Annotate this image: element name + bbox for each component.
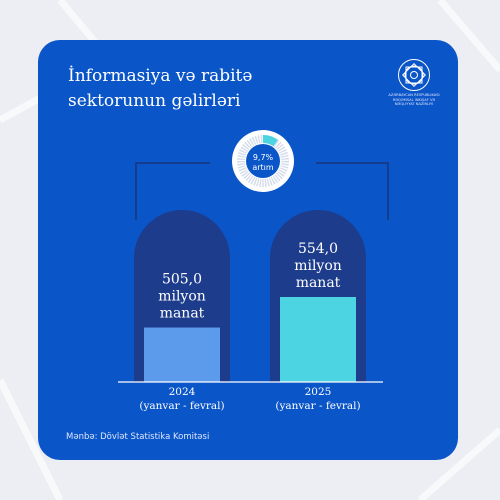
bar-2: [280, 297, 356, 382]
category-label-1-line-2: (yanvar - fevral): [139, 400, 224, 412]
growth-percent-label: 9,7%: [253, 153, 274, 162]
growth-connector-lines: [135, 162, 389, 220]
logo-text-line-3: Nəqliyyat Nazirliyi: [394, 102, 434, 106]
growth-ring-center: [246, 144, 280, 178]
category-label-2-line-1: 2025: [305, 386, 332, 398]
category-label-2-line-2: (yanvar - fevral): [275, 400, 360, 412]
logo-text-line-2: Rəqəmsal İnkişaf və: [392, 97, 436, 102]
infographic-card: İnformasiya və rabitə sektorunun gəlirlə…: [38, 40, 458, 460]
growth-text-label: artım: [252, 163, 274, 172]
ministry-logo-text: Azərbaycan Respublikası Rəqəmsal İnkişaf…: [384, 93, 444, 107]
bar-2-value-label-line-1: 554,0: [298, 241, 338, 257]
bar-2-value-label-line-2: milyon: [294, 258, 342, 274]
chart-title: İnformasiya və rabitə sektorunun gəlirlə…: [68, 64, 328, 114]
title-line-1: İnformasiya və rabitə: [68, 66, 253, 86]
category-label-1-line-1: 2024: [169, 386, 196, 398]
ministry-logo: Azərbaycan Respublikası Rəqəmsal İnkişaf…: [384, 58, 444, 107]
growth-ring-track: [237, 135, 289, 187]
bar-2-value-label-line-3: manat: [296, 275, 341, 291]
ministry-emblem-icon: [398, 59, 430, 91]
growth-ring-fill: [237, 135, 289, 187]
bar-1-value-label-line-3: manat: [160, 306, 205, 322]
source-note: Mənbə: Dövlət Statistika Komitəsi: [66, 432, 210, 442]
bar-1: [144, 327, 220, 382]
bar-1-value-label-line-2: milyon: [158, 289, 206, 305]
bar-1-value-label-line-1: 505,0: [162, 272, 202, 288]
title-line-2: sektorunun gəlirləri: [68, 91, 241, 111]
logo-text-line-1: Azərbaycan Respublikası: [388, 93, 440, 97]
